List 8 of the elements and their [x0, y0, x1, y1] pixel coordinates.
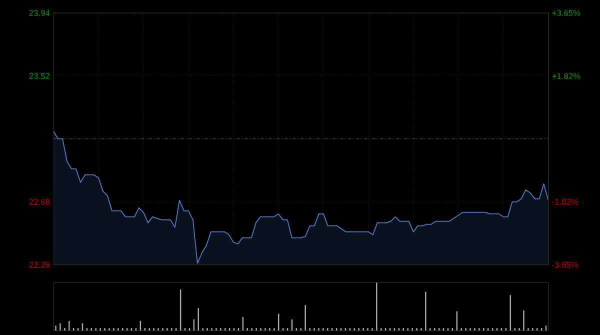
y2-tick-label: -3.65% [552, 262, 578, 268]
y2-tick-label: +3.65% [552, 10, 580, 16]
y-tick-label: 23.52 [29, 72, 50, 79]
y-tick-label: 23.94 [29, 10, 50, 16]
y2-tick-label: -1.82% [552, 198, 578, 204]
y-tick-label: 22.68 [29, 198, 50, 205]
y2-tick-label: +1.82% [552, 72, 580, 79]
y-tick-label: 22.26 [29, 262, 50, 268]
